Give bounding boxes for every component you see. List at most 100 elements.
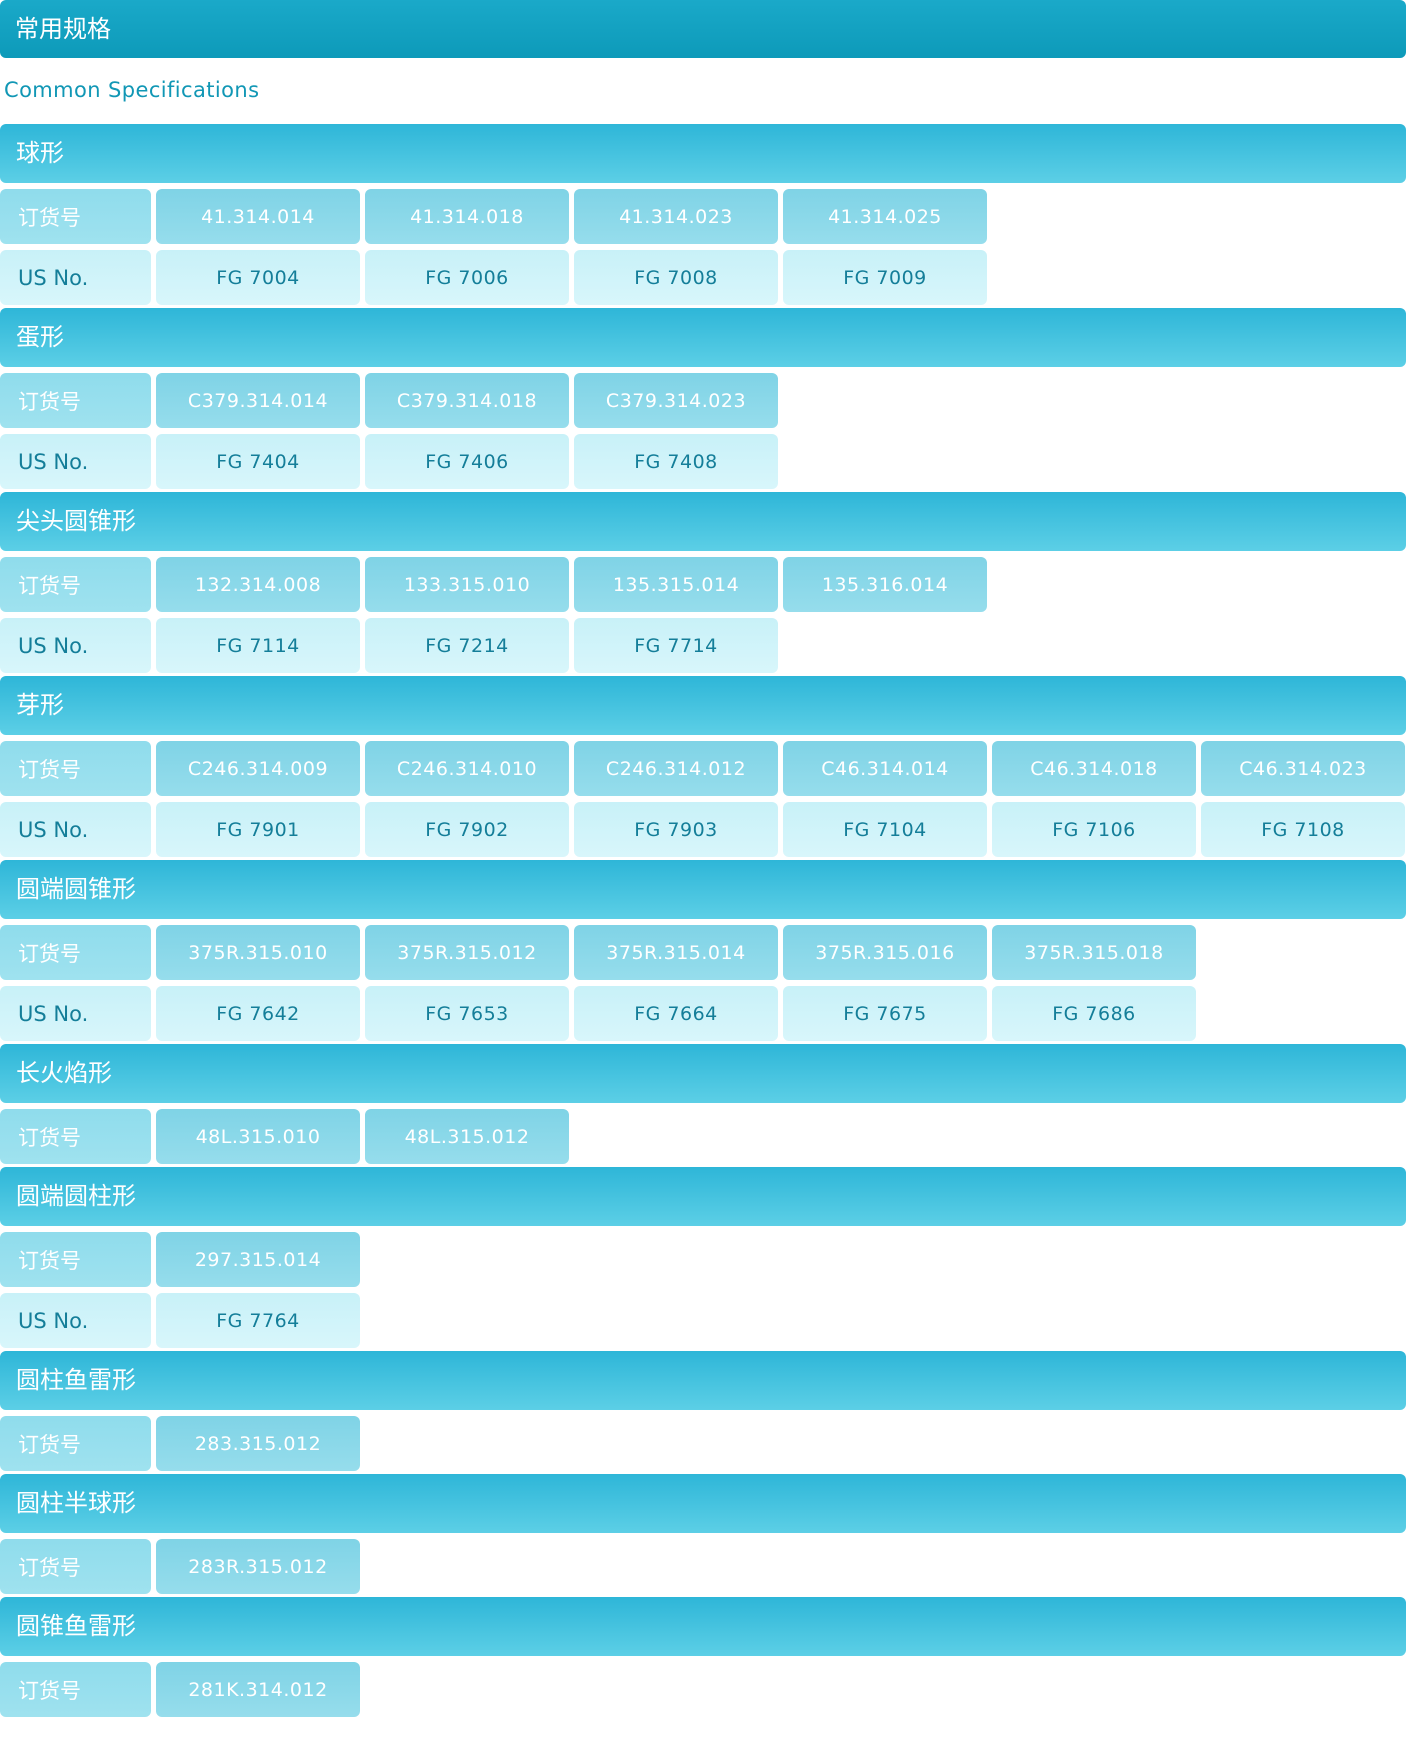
us-number-cell: FG 7404 [156,434,360,489]
order-number-cell: 375R.315.014 [574,925,778,980]
order-number-cell: 41.314.023 [574,189,778,244]
row-label: 订货号 [0,1539,151,1594]
us-number-cell: FG 7686 [992,986,1196,1041]
order-number-cell: 375R.315.012 [365,925,569,980]
row-label: US No. [0,250,151,305]
order-number-cell: C379.314.023 [574,373,778,428]
order-number-cell: C246.314.010 [365,741,569,796]
order-number-cell: C246.314.012 [574,741,778,796]
us-number-cell: FG 7006 [365,250,569,305]
us-number-cell: FG 7214 [365,618,569,673]
section-header: 圆锥鱼雷形 [0,1597,1406,1656]
section-header: 球形 [0,124,1406,183]
row-label: US No. [0,434,151,489]
us-number-cell: FG 7902 [365,802,569,857]
us-number-cell: FG 7106 [992,802,1196,857]
row-label: 订货号 [0,189,151,244]
order-number-cell: 375R.315.018 [992,925,1196,980]
section-header: 长火焰形 [0,1044,1406,1103]
order-number-cell: 283R.315.012 [156,1539,360,1594]
us-number-cell: FG 7664 [574,986,778,1041]
row-label: 订货号 [0,741,151,796]
us-number-cell: FG 7108 [1201,802,1405,857]
us-number-cell: FG 7008 [574,250,778,305]
row-label: 订货号 [0,1232,151,1287]
row-label: 订货号 [0,1109,151,1164]
us-number-cell: FG 7114 [156,618,360,673]
order-number-cell: C379.314.014 [156,373,360,428]
order-number-row: 订货号 C379.314.014 C379.314.018 C379.314.023 [0,370,1406,431]
page-subtitle: Common Specifications [4,78,260,102]
spec-section: 尖头圆锥形 订货号 132.314.008 133.315.010 135.315.01… [0,492,1406,676]
spec-section: 圆锥鱼雷形 订货号 281K.314.012 [0,1597,1406,1720]
section-header: 尖头圆锥形 [0,492,1406,551]
us-number-cell: FG 7714 [574,618,778,673]
row-label: 订货号 [0,925,151,980]
order-number-row: 订货号 283.315.012 [0,1413,1406,1474]
order-number-cell: 283.315.012 [156,1416,360,1471]
order-number-cell: 41.314.014 [156,189,360,244]
order-number-cell: 132.314.008 [156,557,360,612]
us-number-row: US No. FG 7901 FG 7902 FG 7903 FG 7104 FG 710… [0,799,1406,860]
row-label: US No. [0,618,151,673]
order-number-cell: 48L.315.012 [365,1109,569,1164]
row-label: 订货号 [0,557,151,612]
order-number-row: 订货号 41.314.014 41.314.018 41.314.023 41.314.… [0,186,1406,247]
spec-section: 圆端圆柱形 订货号 297.315.014 US No. FG 7764 [0,1167,1406,1351]
order-number-row: 订货号 283R.315.012 [0,1536,1406,1597]
order-number-cell: 375R.315.010 [156,925,360,980]
us-number-cell: FG 7408 [574,434,778,489]
us-number-row: US No. FG 7764 [0,1290,1406,1351]
order-number-cell: C46.314.018 [992,741,1196,796]
order-number-cell: 41.314.025 [783,189,987,244]
us-number-cell: FG 7004 [156,250,360,305]
section-header: 圆端圆锥形 [0,860,1406,919]
section-header: 芽形 [0,676,1406,735]
section-header: 圆柱半球形 [0,1474,1406,1533]
order-number-row: 订货号 281K.314.012 [0,1659,1406,1720]
order-number-row: 订货号 132.314.008 133.315.010 135.315.014 135.… [0,554,1406,615]
order-number-cell: 135.316.014 [783,557,987,612]
spec-section: 长火焰形 订货号 48L.315.010 48L.315.012 [0,1044,1406,1167]
section-header: 圆柱鱼雷形 [0,1351,1406,1410]
spec-sections: 球形 订货号 41.314.014 41.314.018 41.314.023 41.31… [0,124,1406,1720]
order-number-cell: 48L.315.010 [156,1109,360,1164]
order-number-cell: 297.315.014 [156,1232,360,1287]
us-number-cell: FG 7009 [783,250,987,305]
spec-section: 圆柱半球形 订货号 283R.315.012 [0,1474,1406,1597]
order-number-cell: 375R.315.016 [783,925,987,980]
spec-section: 球形 订货号 41.314.014 41.314.018 41.314.023 41.31… [0,124,1406,308]
order-number-cell: 281K.314.012 [156,1662,360,1717]
order-number-cell: C46.314.014 [783,741,987,796]
us-number-row: US No. FG 7404 FG 7406 FG 7408 [0,431,1406,492]
us-number-cell: FG 7901 [156,802,360,857]
us-number-cell: FG 7104 [783,802,987,857]
spec-section: 圆柱鱼雷形 订货号 283.315.012 [0,1351,1406,1474]
section-header: 圆端圆柱形 [0,1167,1406,1226]
row-label: US No. [0,802,151,857]
spec-section: 蛋形 订货号 C379.314.014 C379.314.018 C379.314.02… [0,308,1406,492]
us-number-cell: FG 7406 [365,434,569,489]
row-label: 订货号 [0,1662,151,1717]
us-number-cell: FG 7764 [156,1293,360,1348]
row-label: 订货号 [0,373,151,428]
us-number-row: US No. FG 7642 FG 7653 FG 7664 FG 7675 FG 768… [0,983,1406,1044]
row-label: US No. [0,986,151,1041]
order-number-cell: C379.314.018 [365,373,569,428]
order-number-cell: 135.315.014 [574,557,778,612]
us-number-row: US No. FG 7114 FG 7214 FG 7714 [0,615,1406,676]
us-number-cell: FG 7903 [574,802,778,857]
order-number-cell: 133.315.010 [365,557,569,612]
us-number-cell: FG 7642 [156,986,360,1041]
us-number-row: US No. FG 7004 FG 7006 FG 7008 FG 7009 [0,247,1406,308]
section-header: 蛋形 [0,308,1406,367]
us-number-cell: FG 7653 [365,986,569,1041]
spec-section: 圆端圆锥形 订货号 375R.315.010 375R.315.012 375R.315… [0,860,1406,1044]
order-number-row: 订货号 297.315.014 [0,1229,1406,1290]
row-label: US No. [0,1293,151,1348]
order-number-row: 订货号 48L.315.010 48L.315.012 [0,1106,1406,1167]
order-number-cell: 41.314.018 [365,189,569,244]
row-label: 订货号 [0,1416,151,1471]
page-title: 常用规格 [0,0,1406,58]
order-number-row: 订货号 375R.315.010 375R.315.012 375R.315.014 3… [0,922,1406,983]
